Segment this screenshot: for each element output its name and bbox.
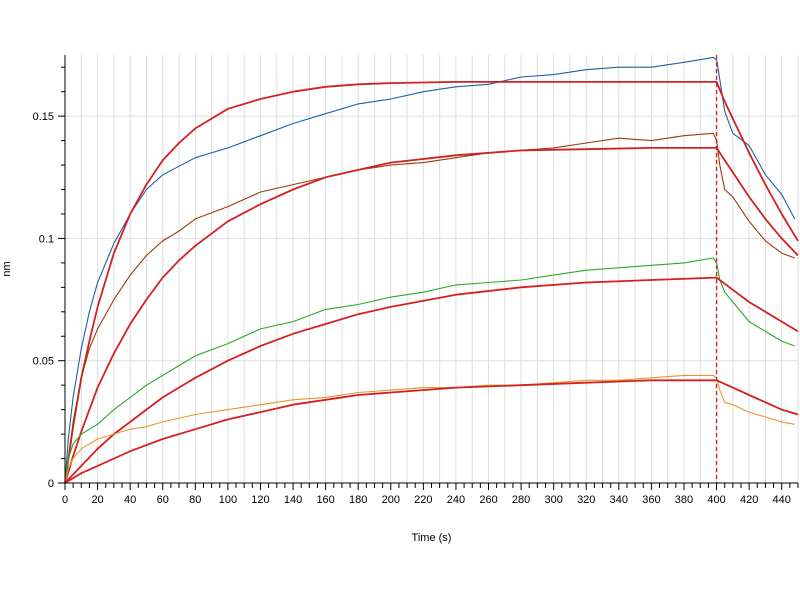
x-tick-label: 100 xyxy=(219,494,237,506)
x-tick-label: 340 xyxy=(610,494,628,506)
x-tick-label: 60 xyxy=(157,494,169,506)
gridlines xyxy=(65,55,799,483)
y-tick-label: 0.15 xyxy=(33,111,54,123)
x-tick-label: 180 xyxy=(349,494,367,506)
axes xyxy=(59,55,798,489)
x-tick-label: 440 xyxy=(773,494,791,506)
x-tick-label: 260 xyxy=(479,494,497,506)
fit-curve-3 xyxy=(64,146,799,484)
fit-curve-1 xyxy=(64,81,799,484)
x-tick-label: 400 xyxy=(707,494,725,506)
y-tick-label: 0.1 xyxy=(39,233,54,245)
y-tick-label: 0 xyxy=(48,478,54,490)
x-tick-label: 200 xyxy=(382,494,400,506)
x-tick-label: 220 xyxy=(414,494,432,506)
fit-curve-5 xyxy=(64,276,799,484)
x-tick-label: 20 xyxy=(91,494,103,506)
y-tick-label: 0.05 xyxy=(33,356,54,368)
x-tick-label: 40 xyxy=(124,494,136,506)
x-tick-label: 380 xyxy=(675,494,693,506)
x-tick-label: 240 xyxy=(447,494,465,506)
x-ticks: 0 20 40 60 80 100 120 140 160 180 200 220 240 260 280 3… xyxy=(62,483,799,506)
x-axis-title: Time (s) xyxy=(412,532,452,544)
measured-curve-0 xyxy=(64,56,796,484)
x-tick-label: 280 xyxy=(512,494,530,506)
x-tick-label: 320 xyxy=(577,494,595,506)
y-ticks: 0 0.05 0.1 0.15 xyxy=(33,66,65,490)
series-group xyxy=(64,56,799,484)
measured-curve-6 xyxy=(64,374,795,484)
x-tick-label: 420 xyxy=(740,494,758,506)
x-tick-label: 360 xyxy=(642,494,660,506)
x-tick-label: 80 xyxy=(189,494,201,506)
fit-curve-7 xyxy=(64,379,799,484)
y-axis-title: nm xyxy=(1,261,13,276)
x-tick-label: 160 xyxy=(316,494,334,506)
x-tick-label: 140 xyxy=(284,494,302,506)
x-tick-label: 120 xyxy=(251,494,269,506)
x-tick-label: 300 xyxy=(544,494,562,506)
x-tick-label: 0 xyxy=(62,494,68,506)
measured-curve-2 xyxy=(64,132,795,484)
measured-curve-4 xyxy=(64,257,795,484)
